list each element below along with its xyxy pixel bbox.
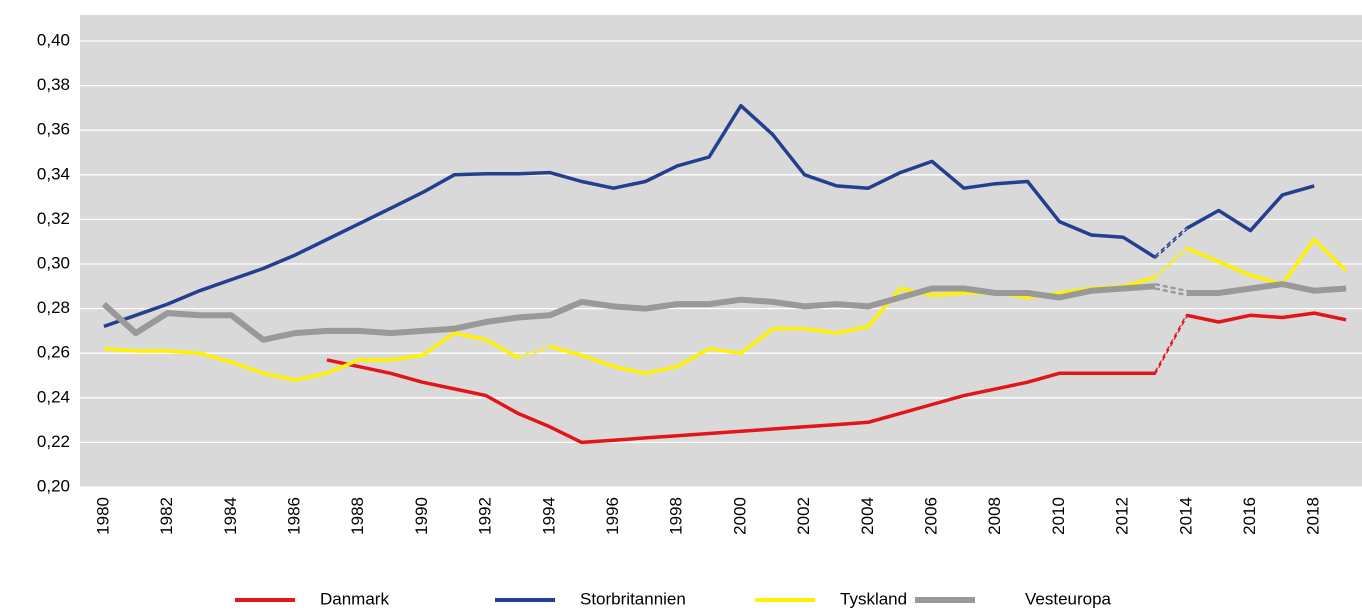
y-tick-label: 0,24 <box>37 387 70 406</box>
x-tick-label: 2008 <box>985 497 1004 535</box>
x-tick-label: 2014 <box>1176 497 1195 535</box>
dashed-segment <box>1154 316 1188 375</box>
y-tick-label: 0,26 <box>37 343 70 362</box>
y-tick-label: 0,38 <box>37 75 70 94</box>
legend-label: Danmark <box>320 589 389 608</box>
legend-label: Tyskland <box>840 589 907 608</box>
x-tick-label: 1994 <box>539 497 558 535</box>
x-tick-label: 2018 <box>1304 497 1323 535</box>
x-tick-label: 2006 <box>922 497 941 535</box>
y-tick-label: 0,40 <box>37 30 70 49</box>
x-tick-label: 1984 <box>221 497 240 535</box>
series-line <box>103 103 1315 329</box>
y-tick-label: 0,22 <box>37 432 70 451</box>
dashed-segment <box>1154 246 1188 277</box>
dashed-segment <box>1154 229 1188 260</box>
y-tick-label: 0,32 <box>37 209 70 228</box>
series-line <box>101 281 1347 343</box>
x-tick-label: 1992 <box>476 497 495 535</box>
x-tick-label: 2016 <box>1240 497 1259 535</box>
dashed-segment <box>1154 283 1188 293</box>
y-tick-label: 0,30 <box>37 253 70 272</box>
y-tick-label: 0,28 <box>37 298 70 317</box>
dashed-segment <box>517 347 551 360</box>
dashed-segment <box>1154 287 1188 297</box>
x-tick-label: 1990 <box>412 497 431 535</box>
dashed-segment <box>517 344 551 358</box>
legend-label: Storbritannien <box>580 589 686 608</box>
series-line <box>326 311 1347 445</box>
dashed-segment <box>1154 226 1188 257</box>
legend-label: Vesteuropa <box>1025 589 1112 608</box>
x-tick-label: 2004 <box>858 497 877 535</box>
x-tick-label: 2000 <box>730 497 749 535</box>
x-tick-label: 2010 <box>1049 497 1068 535</box>
x-tick-label: 2002 <box>794 497 813 535</box>
x-tick-label: 2012 <box>1113 497 1132 535</box>
dashed-segment <box>1154 313 1188 373</box>
y-tick-label: 0,36 <box>37 120 70 139</box>
x-tick-label: 1982 <box>157 497 176 535</box>
x-tick-label: 1986 <box>285 497 304 535</box>
x-tick-label: 1988 <box>348 497 367 535</box>
dashed-segment <box>1154 249 1188 280</box>
plot-area <box>80 15 1362 487</box>
y-tick-label: 0,20 <box>37 476 70 495</box>
x-tick-label: 1998 <box>667 497 686 535</box>
y-tick-label: 0,34 <box>37 164 70 183</box>
x-tick-label: 1996 <box>603 497 622 535</box>
x-tick-label: 1980 <box>93 497 112 535</box>
